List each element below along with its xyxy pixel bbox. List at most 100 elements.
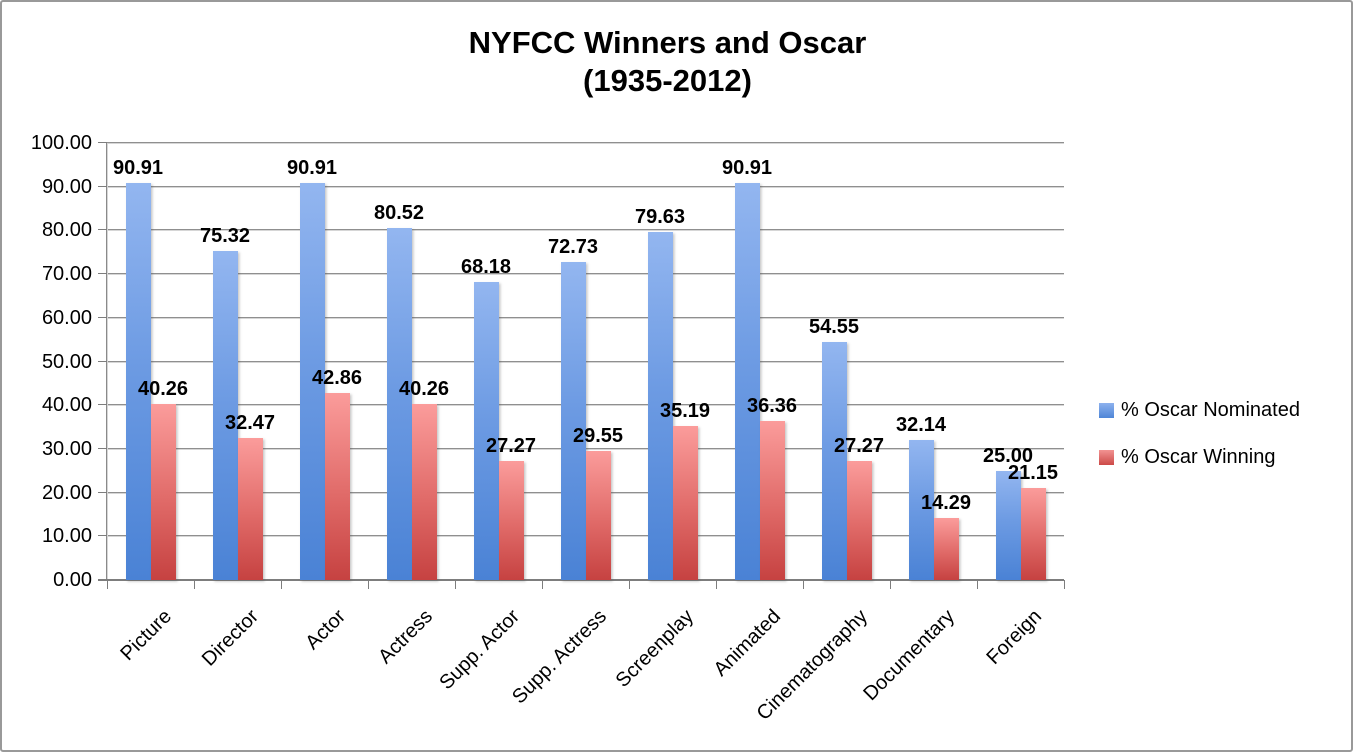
y-axis-tick-mark [98,142,107,143]
y-axis-tick-mark [98,229,107,231]
value-label-oscar-winning-actress: 40.26 [398,378,450,401]
x-axis-tick-mark [802,580,804,589]
gridline [107,185,1064,187]
bar-oscar-winning-actress [411,404,437,580]
value-label-oscar-nominated-supp-actress: 72.73 [547,236,599,259]
bar-oscar-nominated-director [212,250,238,580]
x-axis-tick-mark [889,580,891,589]
legend-swatch-winning-icon [1099,450,1114,465]
value-label-oscar-winning-screenplay: 35.19 [659,400,711,423]
y-axis-line [106,143,107,580]
x-axis-tick-mark [193,580,195,589]
value-label-oscar-nominated-supp-actor: 68.18 [460,256,512,279]
bar-oscar-nominated-cinematography [821,341,847,580]
x-axis-tick-mark [367,580,369,589]
y-axis-label: 10.00 [41,525,92,548]
bar-oscar-winning-picture [150,404,176,580]
chart-title: NYFCC Winners and Oscar [468,25,867,60]
y-axis-label: 50.00 [41,350,92,373]
chart-subtitle: (1935-2012) [583,63,752,98]
y-axis-tick-mark [98,360,107,362]
y-axis-tick-mark [98,316,107,318]
value-label-oscar-winning-foreign: 21.15 [1007,461,1059,484]
bar-oscar-winning-actor [324,392,350,580]
y-axis-tick-mark [98,273,107,275]
y-axis-label: 80.00 [41,219,92,242]
value-label-oscar-winning-cinematography: 27.27 [833,434,885,457]
legend-item-nominated: % Oscar Nominated [1099,399,1300,422]
gridline [107,360,1064,362]
gridline [107,273,1064,275]
value-label-oscar-winning-documentary: 14.29 [920,491,972,514]
value-label-oscar-nominated-screenplay: 79.63 [634,206,686,229]
bar-oscar-winning-documentary [933,517,959,580]
value-label-oscar-winning-supp-actor: 27.27 [485,434,537,457]
x-axis-tick-mark [976,580,978,589]
y-axis-tick-mark [98,579,107,580]
gridline [107,447,1064,449]
value-label-oscar-nominated-cinematography: 54.55 [808,315,860,338]
value-label-oscar-winning-director: 32.47 [224,412,276,435]
y-axis-label: 40.00 [41,394,92,417]
bar-oscar-nominated-screenplay [647,232,673,580]
value-label-oscar-nominated-documentary: 32.14 [895,413,947,436]
x-axis-tick-mark [280,580,282,589]
x-axis-tick-mark [541,580,543,589]
y-axis-label: 0.00 [53,569,92,591]
value-label-oscar-nominated-foreign: 25.00 [982,444,1034,467]
bar-oscar-winning-animated [759,421,785,580]
y-axis-tick-mark [98,535,107,537]
legend-swatch-nominated-icon [1099,403,1114,418]
value-label-oscar-nominated-director: 75.32 [199,224,251,247]
y-axis-tick-mark [98,185,107,187]
x-axis-tick-mark [454,580,456,589]
chart-title-block: NYFCC Winners and Oscar (1935-2012) [2,24,1333,100]
legend: % Oscar Nominated % Oscar Winning [1099,399,1300,469]
bar-oscar-nominated-documentary [908,439,934,580]
value-label-oscar-winning-actor: 42.86 [311,366,363,389]
y-axis-tick-mark [98,491,107,493]
bar-oscar-winning-director [237,438,263,580]
legend-label-winning: % Oscar Winning [1121,446,1276,468]
gridline [107,229,1064,231]
gridline [107,404,1064,406]
value-label-oscar-nominated-animated: 90.91 [721,156,773,179]
bar-oscar-nominated-supp-actress [560,262,586,580]
x-axis-tick-mark [628,580,630,589]
y-axis-label: 60.00 [41,306,92,329]
bar-oscar-nominated-picture [125,182,151,580]
bar-oscar-winning-supp-actor [498,460,524,580]
y-axis-label: 70.00 [41,263,92,286]
bar-oscar-nominated-supp-actor [473,282,499,580]
x-axis-tick-mark [1063,580,1065,589]
bar-oscar-nominated-actress [386,228,412,580]
value-label-oscar-nominated-actor: 90.91 [286,156,338,179]
bar-oscar-winning-screenplay [672,426,698,580]
value-label-oscar-winning-animated: 36.36 [746,395,798,418]
value-label-oscar-nominated-actress: 80.52 [373,202,425,225]
y-axis-label: 100.00 [30,132,92,154]
plot-area: 0.00 10.00 20.00 30.00 40.00 50.00 60.00 70.00 8… [31,132,1065,725]
y-axis-tick-mark [98,404,107,406]
value-label-oscar-winning-picture: 40.26 [137,378,189,401]
legend-item-winning: % Oscar Winning [1099,446,1300,469]
bar-oscar-winning-cinematography [846,460,872,580]
bar-oscar-nominated-animated [734,182,760,580]
y-axis-tick-mark [98,447,107,449]
bar-oscar-winning-supp-actress [585,450,611,580]
x-axis-tick-mark [106,580,108,589]
y-axis-label: 20.00 [41,481,92,504]
bar-oscar-nominated-foreign [995,470,1021,580]
x-axis-line [98,579,1064,581]
x-axis-tick-mark [715,580,717,589]
y-axis-label: 30.00 [41,437,92,460]
value-label-oscar-nominated-picture: 90.91 [112,156,164,179]
gridline [107,316,1064,318]
gridline [107,142,1064,143]
bar-oscar-winning-foreign [1020,487,1046,580]
bar-oscar-nominated-actor [299,182,325,580]
value-label-oscar-winning-supp-actress: 29.55 [572,424,624,447]
legend-label-nominated: % Oscar Nominated [1121,399,1300,421]
y-axis-label: 90.00 [41,175,92,198]
